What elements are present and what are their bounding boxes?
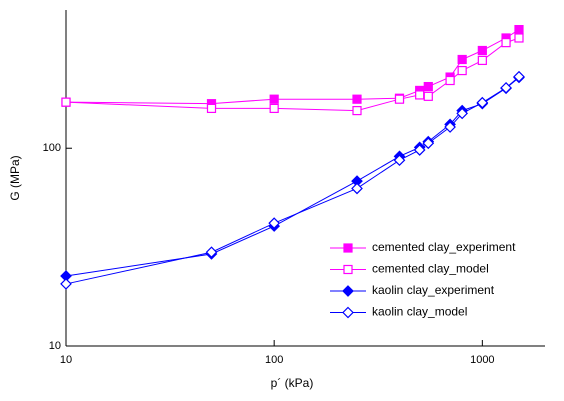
x-tick-label: 10 — [60, 354, 72, 366]
data-point — [269, 94, 279, 104]
data-point — [477, 55, 487, 66]
legend-marker — [343, 264, 353, 275]
data-point — [477, 45, 487, 56]
legend-marker — [342, 306, 354, 319]
legend-label: cemented clay_experiment — [372, 240, 516, 254]
y-tick-label: 100 — [43, 142, 61, 154]
series-line — [65, 76, 520, 285]
data-point — [61, 97, 71, 107]
data-point — [457, 54, 467, 65]
data-point — [352, 105, 362, 116]
data-point — [352, 94, 362, 104]
data-point — [413, 144, 426, 156]
x-tick-label: 100 — [265, 354, 283, 366]
data-point — [456, 107, 469, 120]
data-point — [422, 137, 435, 150]
data-point — [269, 103, 279, 114]
data-point — [445, 75, 455, 86]
data-point — [457, 65, 467, 76]
data-point — [514, 33, 524, 43]
legend-marker — [343, 243, 353, 253]
data-point — [415, 90, 425, 100]
data-point — [205, 246, 218, 259]
x-tick-label: 1000 — [470, 354, 494, 366]
data-point — [500, 81, 512, 94]
data-point — [514, 24, 524, 35]
data-point — [513, 70, 525, 83]
data-point — [444, 121, 456, 133]
legend-label: cemented clay_model — [372, 262, 489, 276]
data-point — [351, 182, 363, 195]
legend-label: kaolin clay_model — [372, 305, 467, 319]
data-point — [394, 94, 405, 104]
data-point — [501, 38, 511, 48]
y-tick-label: 10 — [49, 340, 61, 352]
legend-label: kaolin clay_experiment — [372, 283, 495, 297]
data-point — [476, 96, 489, 109]
series-line — [65, 29, 520, 105]
data-point — [206, 103, 217, 114]
data-point — [423, 91, 433, 101]
x-axis-label: p´ (kPa) — [271, 376, 314, 390]
legend-marker — [342, 285, 354, 297]
data-point — [423, 81, 433, 92]
data-point — [60, 278, 72, 290]
data-point — [393, 154, 406, 167]
data-point — [268, 217, 281, 230]
y-axis-label: G (MPa) — [8, 155, 22, 200]
